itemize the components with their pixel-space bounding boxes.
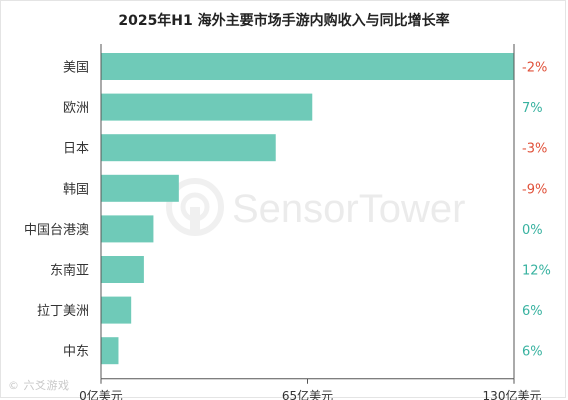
bar-5 <box>101 256 144 283</box>
category-label: 美国 <box>63 61 89 76</box>
growth-label: -3% <box>522 142 547 157</box>
growth-label: 7% <box>522 101 543 116</box>
watermark-text: SensorTower <box>232 187 465 231</box>
bar-2 <box>101 134 276 162</box>
bar-7 <box>101 337 119 365</box>
sensortower-watermark <box>166 178 224 236</box>
footer-credit: © 六爻游戏 <box>8 379 70 392</box>
category-label: 日本 <box>63 142 89 157</box>
category-label: 韩国 <box>63 182 89 197</box>
growth-label: 12% <box>522 264 551 279</box>
growth-label: 6% <box>522 345 543 360</box>
bar-6 <box>101 296 132 324</box>
growth-label: 0% <box>522 223 543 238</box>
chart-title: 2025年H1 海外主要市场手游内购收入与同比增长率 <box>118 13 450 29</box>
growth-label: -9% <box>522 182 547 197</box>
x-tick-label: 0亿美元 <box>79 388 123 400</box>
bar-1 <box>101 93 313 121</box>
bar-0 <box>101 53 514 80</box>
category-label: 中东 <box>63 345 89 360</box>
category-label: 东南亚 <box>50 263 89 279</box>
category-label: 中国台港澳 <box>24 222 89 238</box>
growth-label: 6% <box>522 304 543 319</box>
x-tick-label: 65亿美元 <box>282 388 333 400</box>
bar-4 <box>101 215 154 243</box>
bar-3 <box>101 174 179 202</box>
category-label: 欧洲 <box>63 101 89 116</box>
category-label: 拉丁美洲 <box>37 304 89 319</box>
x-tick-label: 130亿美元 <box>483 388 542 400</box>
growth-label: -2% <box>522 61 547 76</box>
